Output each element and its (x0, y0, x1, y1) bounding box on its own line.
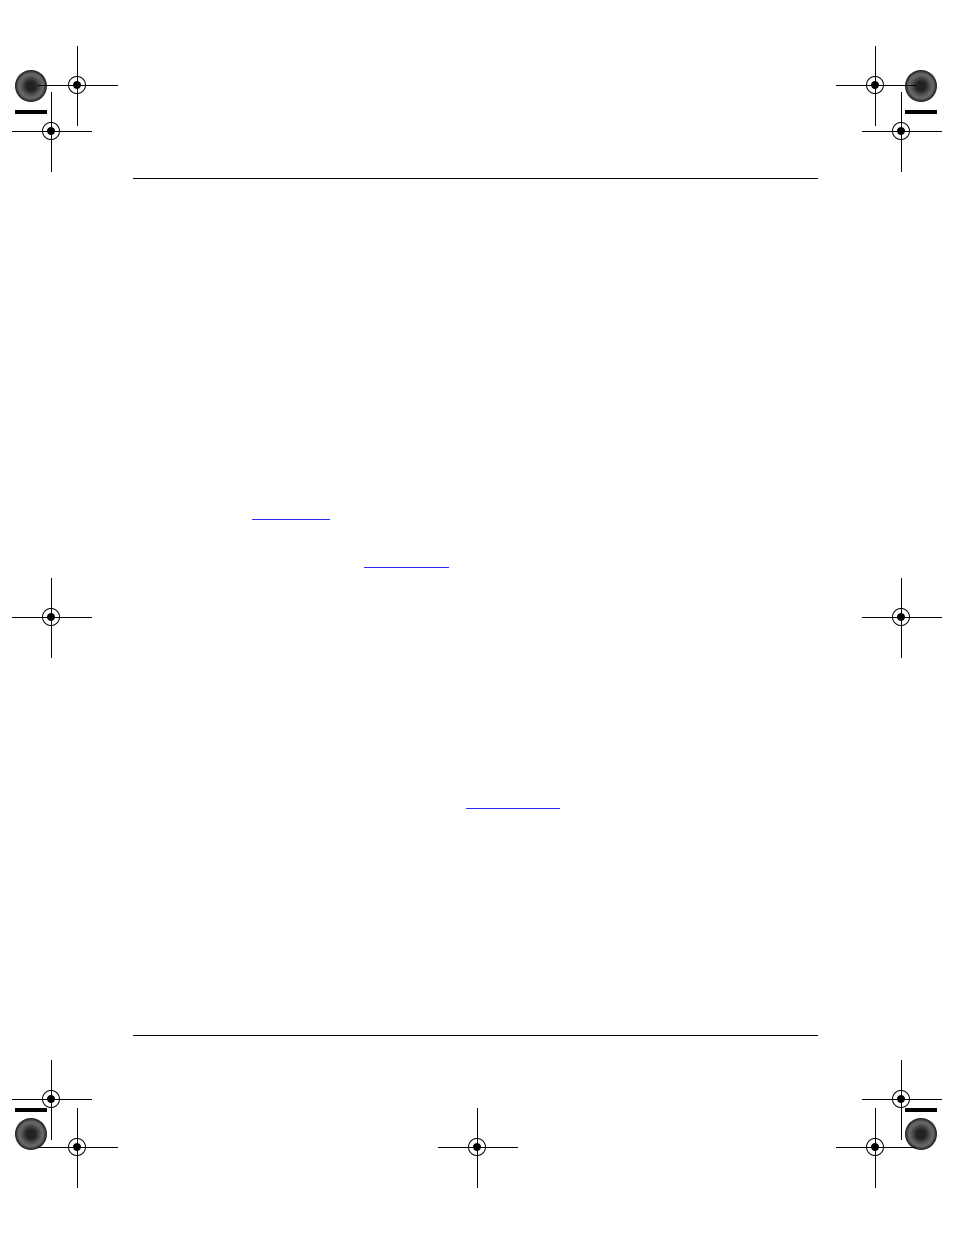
registration-mark-icon (38, 1108, 118, 1188)
registration-mark-icon (836, 1108, 916, 1188)
hyperlink-underline[interactable] (364, 567, 449, 568)
registration-mark-icon (836, 46, 916, 126)
top-content-rule (133, 178, 818, 179)
registration-mark-icon (38, 46, 118, 126)
registration-mark-icon (12, 578, 92, 658)
page: { "page": { "width_px": 954, "height_px"… (0, 0, 954, 1235)
hyperlink-underline[interactable] (252, 519, 330, 520)
registration-mark-icon (862, 578, 942, 658)
hyperlink-underline[interactable] (466, 808, 560, 809)
bottom-content-rule (133, 1035, 818, 1036)
registration-mark-icon (438, 1108, 518, 1188)
